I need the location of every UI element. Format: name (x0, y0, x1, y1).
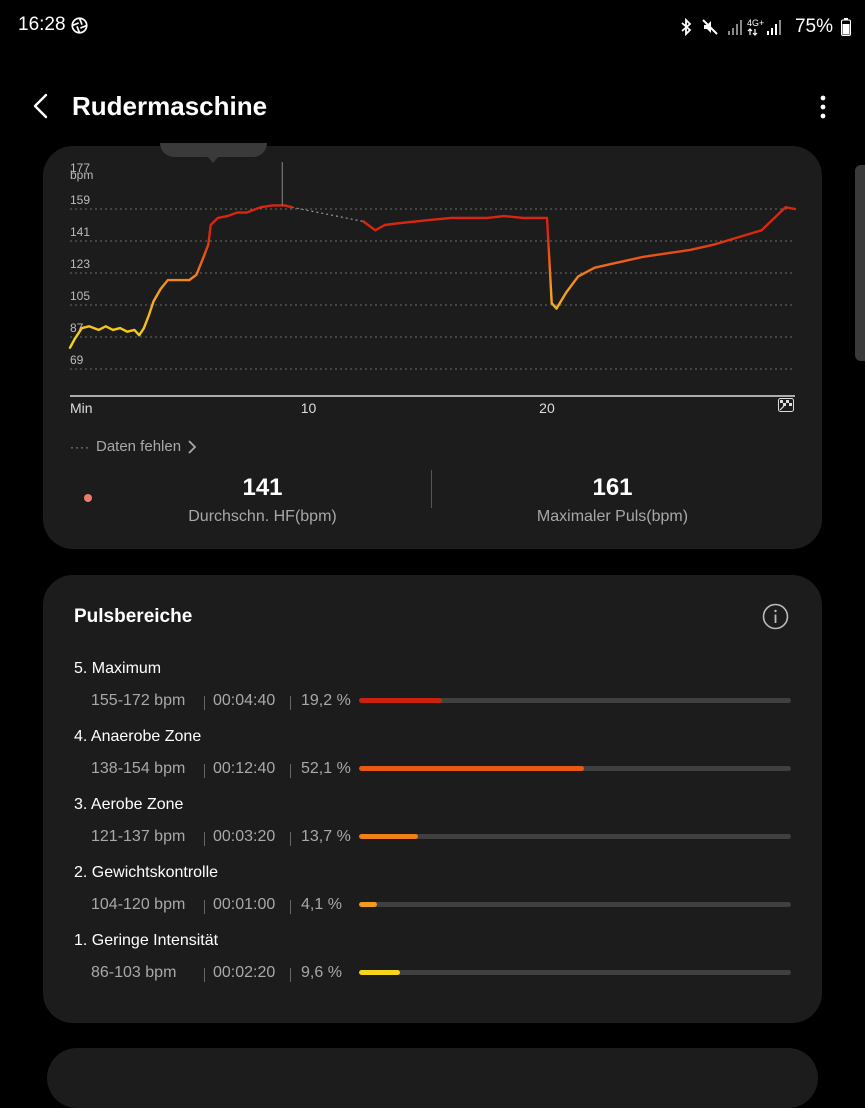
zone-separator (290, 968, 291, 982)
max-heart-rate-stat: 161 Maximaler Puls(bpm) (510, 474, 715, 526)
y-tick-label: 105 (70, 289, 90, 303)
zone-percent: 19,2 % (301, 692, 351, 709)
zone-progress-track (359, 902, 791, 907)
chevron-right-icon (188, 439, 197, 454)
zone-row: 2. Gewichtskontrolle 104-120 bpm 00:01:00 4… (74, 864, 814, 924)
zone-percent: 52,1 % (301, 760, 351, 777)
page-title: Rudermaschine (72, 91, 268, 121)
zone-percent: 9,6 % (301, 964, 342, 981)
info-icon[interactable] (762, 603, 789, 630)
status-bar: 16:28 4G+ 75% (0, 0, 865, 54)
zone-range: 155-172 bpm (91, 692, 186, 709)
y-tick-label: 141 (70, 225, 90, 239)
zone-name: 1. Geringe Intensität (74, 932, 219, 949)
zone-name: 2. Gewichtskontrolle (74, 864, 219, 881)
status-icons: 4G+ 75% (679, 13, 851, 41)
avg-heart-rate-value: 141 (242, 474, 283, 501)
chart-tooltip (160, 143, 267, 157)
network-type: 4G+ (747, 18, 764, 28)
zone-row: 5. Maximum 155-172 bpm 00:04:40 19,2 % (74, 660, 814, 720)
zone-row: 4. Anaerobe Zone 138-154 bpm 00:12:40 52,1 … (74, 728, 814, 788)
missing-data-label: Daten fehlen (95, 438, 182, 455)
heart-rate-card (43, 146, 822, 549)
zone-separator (290, 900, 291, 914)
zone-name: 4. Anaerobe Zone (74, 728, 202, 745)
zone-progress-fill (359, 970, 401, 975)
zone-row: 1. Geringe Intensität 86-103 bpm 00:02:20 9… (74, 932, 814, 992)
zone-progress-fill (359, 834, 419, 839)
zone-separator (204, 764, 205, 778)
zone-range: 86-103 bpm (91, 964, 177, 981)
zone-separator (204, 696, 205, 710)
zone-name: 5. Maximum (74, 660, 162, 677)
zone-time: 00:01:00 (213, 896, 276, 913)
stat-divider (431, 470, 432, 508)
avg-heart-rate-label: Durchschn. HF(bpm) (188, 508, 337, 525)
zone-separator (290, 832, 291, 846)
x-tick-label: 20 (539, 400, 555, 416)
zone-separator (204, 832, 205, 846)
back-arrow-icon[interactable] (26, 90, 58, 122)
bluetooth-icon (681, 18, 692, 36)
avg-heart-rate-stat: 141 Durchschn. HF(bpm) (160, 474, 365, 526)
zone-range: 104-120 bpm (91, 896, 186, 913)
zone-progress-track (359, 834, 791, 839)
status-time: 16:28 (18, 14, 66, 35)
zone-name: 3. Aerobe Zone (74, 796, 184, 813)
zone-percent: 13,7 % (301, 828, 351, 845)
zone-time: 00:12:40 (213, 760, 276, 777)
max-heart-rate-label: Maximaler Puls(bpm) (536, 508, 689, 525)
aperture-icon (71, 17, 88, 34)
zone-row: 3. Aerobe Zone 121-137 bpm 00:03:20 13,7 % (74, 796, 814, 856)
zone-time: 00:03:20 (213, 828, 276, 845)
x-tick-label: Min (70, 400, 93, 416)
zone-time: 00:02:20 (213, 964, 276, 981)
battery-icon (841, 18, 851, 36)
zone-progress-track (359, 698, 791, 703)
avg-indicator-dot (84, 494, 92, 502)
more-vertical-icon[interactable] (808, 92, 838, 122)
zone-separator (204, 900, 205, 914)
zone-separator (290, 764, 291, 778)
dotted-line-icon: ···· (70, 439, 90, 454)
missing-data-link[interactable]: ···· Daten fehlen (70, 438, 197, 455)
battery-percent: 75% (794, 16, 833, 37)
zone-progress-fill (359, 698, 442, 703)
zone-progress-fill (359, 902, 377, 907)
zone-percent: 4,1 % (301, 896, 342, 913)
heart-rate-line (362, 206, 797, 310)
heart-rate-line (68, 204, 293, 349)
mute-icon (702, 19, 718, 35)
heart-rate-zones-card (43, 575, 822, 1023)
max-heart-rate-value: 161 (592, 474, 633, 501)
zone-range: 138-154 bpm (91, 760, 186, 777)
y-tick-label: 123 (70, 257, 90, 271)
zone-separator (290, 696, 291, 710)
scroll-handle[interactable] (855, 165, 865, 361)
zone-range: 121-137 bpm (91, 828, 186, 845)
zone-progress-track (359, 766, 791, 771)
x-tick-label: 10 (301, 400, 317, 416)
app-bar: Rudermaschine (0, 80, 865, 136)
zone-separator (204, 968, 205, 982)
finish-flag-icon (778, 398, 794, 412)
missing-data-segment (291, 206, 364, 223)
zones-title: Pulsbereiche (74, 606, 193, 627)
signal-icon: 4G+ (727, 18, 781, 36)
chart-tooltip-pointer (206, 155, 220, 163)
y-tick-label: 177 (70, 161, 90, 175)
y-axis-unit: bpm (70, 168, 93, 182)
y-tick-label: 159 (70, 193, 90, 207)
next-card (47, 1048, 818, 1108)
zone-time: 00:04:40 (213, 692, 276, 709)
zone-progress-fill (359, 766, 585, 771)
zone-progress-track (359, 970, 791, 975)
y-tick-label: 69 (70, 353, 84, 367)
